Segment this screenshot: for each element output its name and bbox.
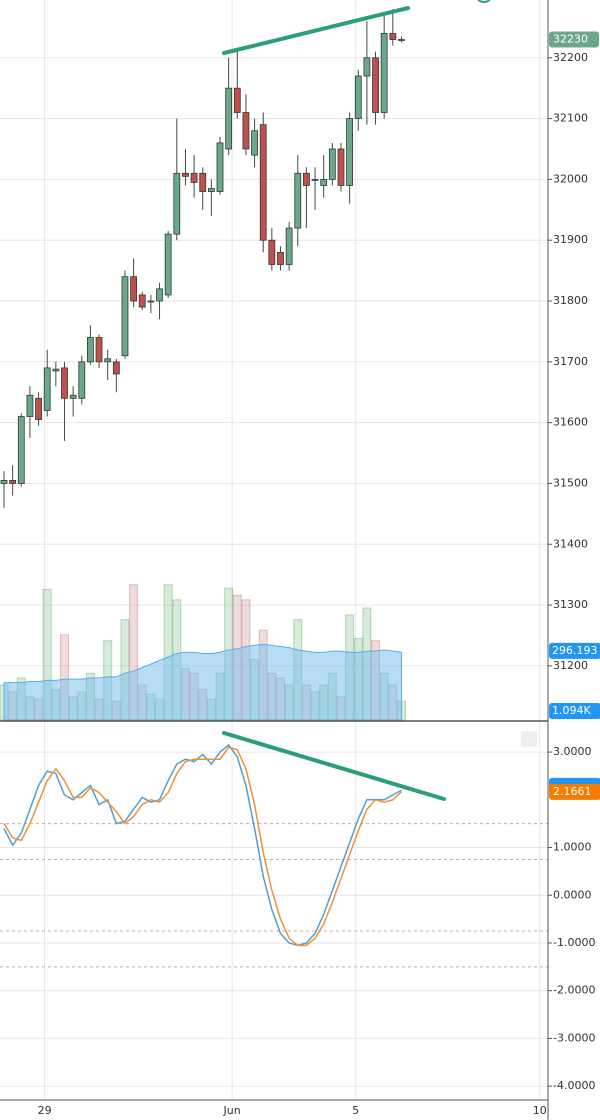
- volume-label: 1.094K: [552, 704, 591, 717]
- candle-body: [112, 361, 120, 375]
- volume-badge: [549, 703, 600, 719]
- y-tick-label: -4.0000: [553, 1079, 595, 1092]
- candle-body: [311, 178, 319, 181]
- candle-body: [242, 112, 250, 150]
- oscillator-badge: [549, 783, 600, 800]
- volume-ma-area: [3, 643, 402, 721]
- marks-layer: [0, 9, 405, 947]
- candle-body: [69, 394, 77, 399]
- oscillator-line: [3, 743, 402, 947]
- candle-body: [61, 367, 68, 399]
- y-tick-label: 31800: [553, 294, 588, 307]
- candle-body: [337, 148, 345, 186]
- x-tick-label: 29: [38, 1104, 52, 1117]
- indicator-icon[interactable]: [476, 0, 492, 3]
- pane-button[interactable]: [521, 731, 537, 747]
- candle-body: [17, 416, 25, 484]
- candle-body: [372, 57, 379, 113]
- candle-body: [43, 367, 51, 411]
- candle-body: [225, 87, 233, 150]
- candle-body: [78, 361, 86, 399]
- y-tick-label: 0.0000: [553, 888, 592, 901]
- y-tick-label: 31700: [553, 355, 588, 368]
- candle-body: [398, 39, 405, 41]
- candle-body: [182, 172, 189, 177]
- y-tick-label: 32000: [553, 172, 588, 185]
- y-tick-label: -1.0000: [553, 936, 595, 949]
- candle-body: [251, 130, 258, 156]
- candle-body: [35, 397, 42, 420]
- y-tick-label: 3.0000: [553, 745, 592, 758]
- y-tick-label: 32100: [553, 112, 588, 125]
- y-tick-label: 31500: [553, 476, 588, 489]
- oscillator-trendline: [222, 731, 446, 801]
- candle-body: [190, 172, 198, 183]
- candle-body: [389, 33, 397, 40]
- candle-body: [173, 172, 181, 235]
- oscillator-line: [3, 746, 402, 947]
- volume-ma-badge: [549, 642, 600, 659]
- y-tick-label: -2.0000: [553, 984, 595, 997]
- candle-body: [303, 172, 310, 186]
- y-tick-label: 1.0000: [553, 841, 592, 854]
- y-tick-label: -3.0000: [553, 1031, 595, 1044]
- y-tick-label: 31200: [553, 659, 588, 672]
- y-tick-label: 31400: [553, 537, 588, 550]
- candle-body: [130, 276, 138, 302]
- candle-body: [0, 480, 8, 484]
- candle-body: [199, 172, 207, 192]
- y-tick-label: 31600: [553, 416, 588, 429]
- candle-body: [346, 118, 354, 186]
- volume-ma-label: 296.193: [552, 644, 598, 657]
- candle-body: [95, 337, 103, 363]
- candle-body: [380, 33, 388, 113]
- candle-body: [320, 178, 328, 186]
- candle-body: [147, 300, 155, 303]
- axis-layer: 29 Jun 5 10 31200 31300 31400 31500 31600 31700 31…: [38, 31, 600, 1117]
- last-price-label: 32230: [553, 33, 588, 46]
- x-tick-label: 10: [533, 1104, 547, 1117]
- candle-body: [259, 124, 267, 241]
- y-tick-label: 31900: [553, 233, 588, 246]
- candle-body: [104, 358, 112, 363]
- y-tick-label: 32200: [553, 51, 588, 64]
- candle-body: [285, 227, 293, 265]
- candle-body: [328, 148, 336, 180]
- candle-body: [87, 337, 94, 363]
- oscillator-value-label: 2.1661: [553, 785, 592, 798]
- candle-body: [9, 480, 17, 484]
- y-tick-label: 31300: [553, 598, 588, 611]
- x-tick-label: 5: [352, 1104, 359, 1117]
- candle-body: [207, 188, 215, 192]
- candle-body: [26, 394, 34, 417]
- candle-body: [268, 239, 276, 265]
- candle-body: [233, 87, 241, 113]
- volume-layer: [0, 584, 406, 721]
- last-price-badge: [549, 31, 599, 48]
- candle-body: [138, 294, 146, 308]
- candle-body: [52, 368, 60, 372]
- price-trendline: [222, 6, 410, 55]
- candle-body: [216, 142, 224, 192]
- candle-body: [121, 276, 129, 357]
- candle-body: [277, 251, 284, 265]
- candle-body: [363, 57, 371, 77]
- candle-body: [164, 233, 172, 296]
- candle-body: [156, 288, 163, 302]
- candle-body: [354, 75, 362, 119]
- x-tick-label: Jun: [223, 1104, 241, 1117]
- candle-body: [294, 172, 302, 229]
